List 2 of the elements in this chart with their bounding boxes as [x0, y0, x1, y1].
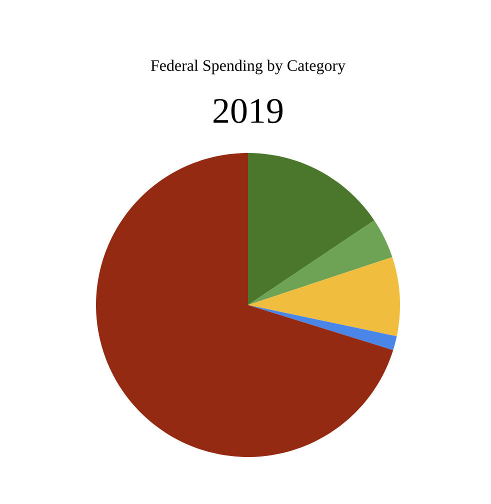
chart-title: Federal Spending by Category	[150, 60, 346, 74]
chart-subtitle: 2019	[214, 98, 283, 124]
